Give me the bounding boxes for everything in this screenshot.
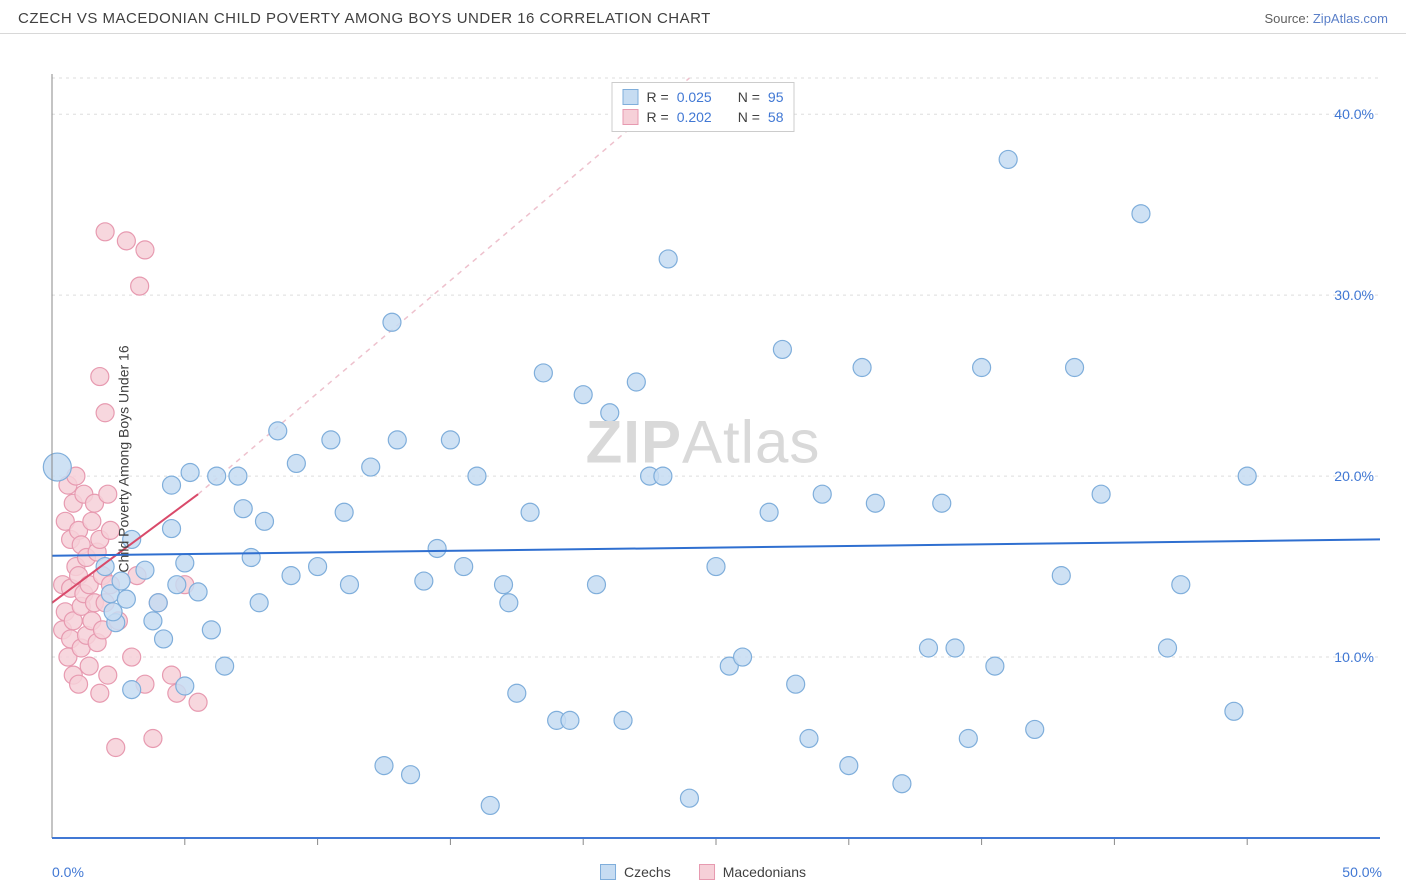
source-link[interactable]: ZipAtlas.com — [1313, 11, 1388, 26]
x-axis-min: 0.0% — [52, 864, 84, 880]
stat-r-val: 0.202 — [677, 109, 712, 125]
scatter-chart: 10.0% 20.0% 30.0% 40.0% — [0, 34, 1406, 854]
legend-item: Macedonians — [699, 864, 806, 880]
svg-text:20.0%: 20.0% — [1334, 468, 1374, 484]
legend-swatch — [600, 864, 616, 880]
svg-text:10.0%: 10.0% — [1334, 649, 1374, 665]
stat-n-label: N = — [738, 109, 760, 125]
stats-legend: R = 0.025 N = 95 R = 0.202 N = 58 — [612, 82, 795, 132]
legend-label: Czechs — [624, 864, 671, 880]
stat-n-val: 58 — [768, 109, 784, 125]
stat-r-label: R = — [647, 89, 669, 105]
stat-r-label: R = — [647, 109, 669, 125]
source-attribution: Source: ZipAtlas.com — [1264, 11, 1388, 26]
legend-swatch — [623, 109, 639, 125]
stats-row: R = 0.202 N = 58 — [623, 107, 784, 127]
legend-item: Czechs — [600, 864, 671, 880]
chart-container: Child Poverty Among Boys Under 16 ZIPAtl… — [0, 34, 1406, 884]
chart-header: CZECH VS MACEDONIAN CHILD POVERTY AMONG … — [0, 0, 1406, 34]
stat-n-label: N = — [738, 89, 760, 105]
stat-n-val: 95 — [768, 89, 784, 105]
x-axis-max: 50.0% — [1342, 864, 1382, 880]
svg-text:30.0%: 30.0% — [1334, 287, 1374, 303]
legend-swatch — [623, 89, 639, 105]
bottom-legend: Czechs Macedonians — [600, 864, 806, 880]
svg-text:40.0%: 40.0% — [1334, 106, 1374, 122]
legend-label: Macedonians — [723, 864, 806, 880]
chart-title: CZECH VS MACEDONIAN CHILD POVERTY AMONG … — [18, 10, 711, 27]
legend-swatch — [699, 864, 715, 880]
source-label: Source: — [1264, 11, 1312, 26]
stats-row: R = 0.025 N = 95 — [623, 87, 784, 107]
y-axis-label: Child Poverty Among Boys Under 16 — [116, 345, 132, 572]
stat-r-val: 0.025 — [677, 89, 712, 105]
